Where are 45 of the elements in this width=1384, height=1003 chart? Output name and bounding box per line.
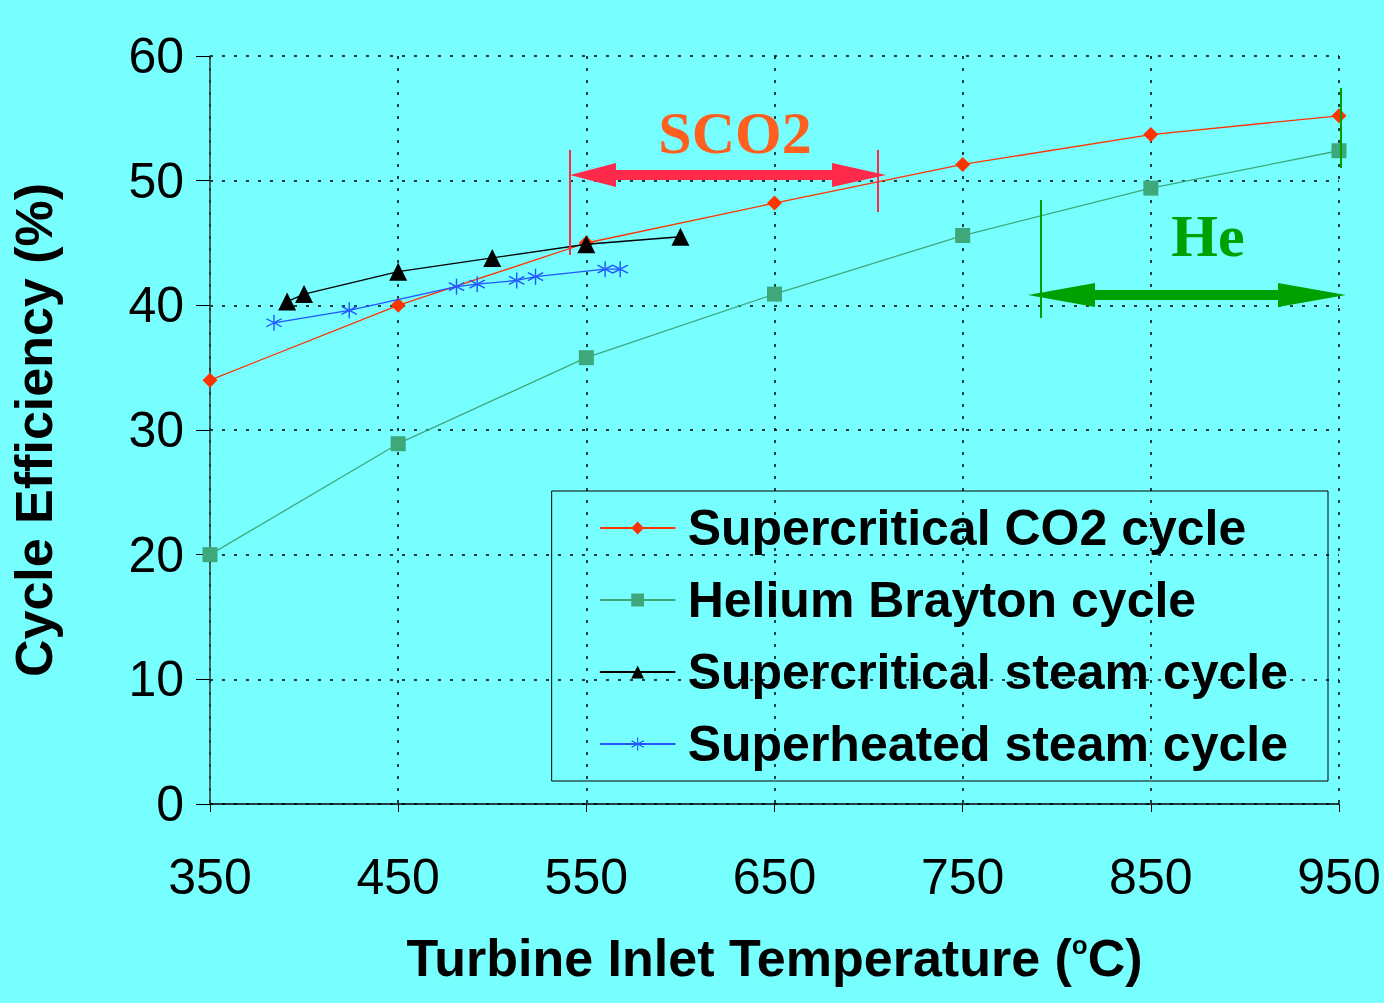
point	[767, 286, 782, 302]
y-axis-title: Cycle Efficiency (%)	[5, 182, 63, 678]
point	[578, 350, 594, 366]
point	[1143, 180, 1159, 196]
x-tick-label: 450	[356, 849, 440, 905]
y-tick-label: 10	[128, 651, 184, 708]
annotation: He	[1171, 203, 1245, 269]
point	[295, 285, 314, 304]
point	[390, 436, 406, 452]
y-tick-label: 60	[128, 28, 184, 84]
annotation: SCO2	[658, 100, 812, 166]
point	[448, 278, 465, 295]
y-tick-label: 20	[128, 526, 184, 583]
point	[767, 195, 782, 211]
point	[265, 314, 282, 331]
legend-label: Supercritical steam cycle	[687, 644, 1288, 700]
point	[527, 268, 544, 285]
point	[469, 276, 486, 293]
point	[202, 547, 218, 563]
x-tick-label: 850	[1109, 849, 1193, 905]
point	[955, 228, 971, 244]
point	[202, 372, 218, 388]
x-tick-label: 550	[544, 849, 629, 905]
x-tick-label: 950	[1297, 849, 1381, 905]
y-tick-label: 30	[128, 402, 184, 458]
point	[955, 156, 971, 172]
x-tick-label: 750	[920, 849, 1005, 905]
legend-label: Helium Brayton cycle	[687, 572, 1197, 628]
x-tick-label: 650	[732, 849, 817, 905]
point	[597, 261, 614, 278]
y-tick-label: 40	[128, 277, 184, 334]
legend-label: Supercritical CO2 cycle	[687, 500, 1247, 556]
point	[390, 297, 406, 313]
y-tick-label: 0	[156, 776, 184, 832]
y-tick-label: 50	[128, 152, 184, 209]
point	[341, 302, 358, 319]
x-tick-label: 350	[168, 849, 252, 905]
point	[671, 227, 690, 246]
point	[483, 248, 502, 267]
point	[508, 272, 525, 289]
point	[612, 261, 629, 278]
point	[389, 262, 408, 281]
point	[1143, 127, 1159, 143]
legend-label: Superheated steam cycle	[687, 716, 1288, 772]
point	[278, 292, 297, 311]
